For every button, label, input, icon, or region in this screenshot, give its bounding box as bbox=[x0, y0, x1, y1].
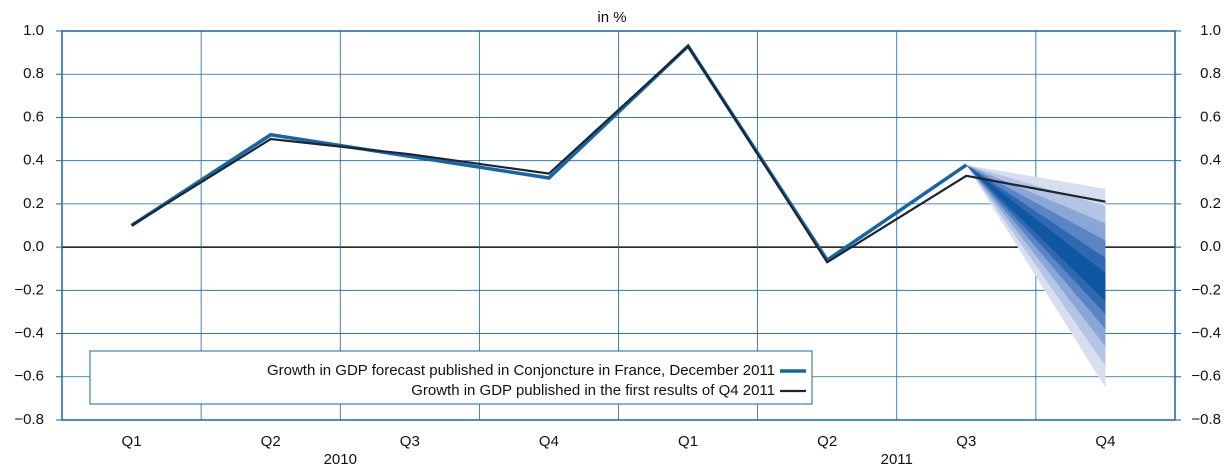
x-tick-label: Q2 bbox=[261, 433, 281, 450]
y2-tick-label: −0.8 bbox=[1191, 411, 1221, 428]
y2-tick-label: −0.6 bbox=[1191, 368, 1221, 385]
x-tick-label: Q3 bbox=[956, 433, 976, 450]
x-tick-label: Q2 bbox=[817, 433, 837, 450]
y-tick-label: 0.4 bbox=[23, 152, 44, 169]
y2-tick-label: −0.4 bbox=[1191, 325, 1221, 342]
y-tick-label: −0.8 bbox=[14, 411, 44, 428]
y2-tick-label: 0.2 bbox=[1200, 195, 1221, 212]
series-line bbox=[130, 44, 1106, 264]
x-tick-label: Q3 bbox=[400, 433, 420, 450]
chart-title: in % bbox=[597, 9, 626, 26]
y-tick-label: 0.2 bbox=[23, 195, 44, 212]
plot-frame bbox=[61, 30, 1176, 421]
x-tick-label: Q1 bbox=[678, 433, 698, 450]
year-label: 2011 bbox=[881, 451, 913, 467]
y2-tick-label: 0.8 bbox=[1200, 65, 1221, 82]
y-tick-label: −0.4 bbox=[14, 325, 44, 342]
y-tick-label: −0.6 bbox=[14, 368, 44, 385]
fan-band bbox=[966, 164, 1106, 302]
legend-label: Growth in GDP published in the first res… bbox=[411, 382, 775, 399]
y-tick-label: −0.2 bbox=[14, 281, 44, 298]
y2-tick-label: 0.4 bbox=[1200, 152, 1221, 169]
y2-tick-label: 0.0 bbox=[1200, 238, 1221, 255]
x-tick-label: Q4 bbox=[1095, 433, 1115, 450]
legend-box bbox=[89, 350, 813, 405]
x-tick-label: Q4 bbox=[539, 433, 559, 450]
legend-label: Growth in GDP forecast published in Conj… bbox=[267, 362, 775, 379]
y-tick-label: 1.0 bbox=[23, 22, 44, 39]
y2-tick-label: 0.6 bbox=[1200, 108, 1221, 125]
fan-band bbox=[966, 164, 1106, 315]
y-tick-label: 0.8 bbox=[23, 65, 44, 82]
y-tick-label: 0.6 bbox=[23, 108, 44, 125]
y2-tick-label: −0.2 bbox=[1191, 281, 1221, 298]
fan-band bbox=[966, 164, 1106, 330]
x-tick-label: Q1 bbox=[122, 433, 142, 450]
fan-band bbox=[966, 164, 1106, 347]
y2-tick-label: 1.0 bbox=[1200, 22, 1221, 39]
year-label: 2010 bbox=[324, 451, 357, 467]
series-line bbox=[130, 43, 968, 263]
y-tick-label: 0.0 bbox=[23, 238, 44, 255]
